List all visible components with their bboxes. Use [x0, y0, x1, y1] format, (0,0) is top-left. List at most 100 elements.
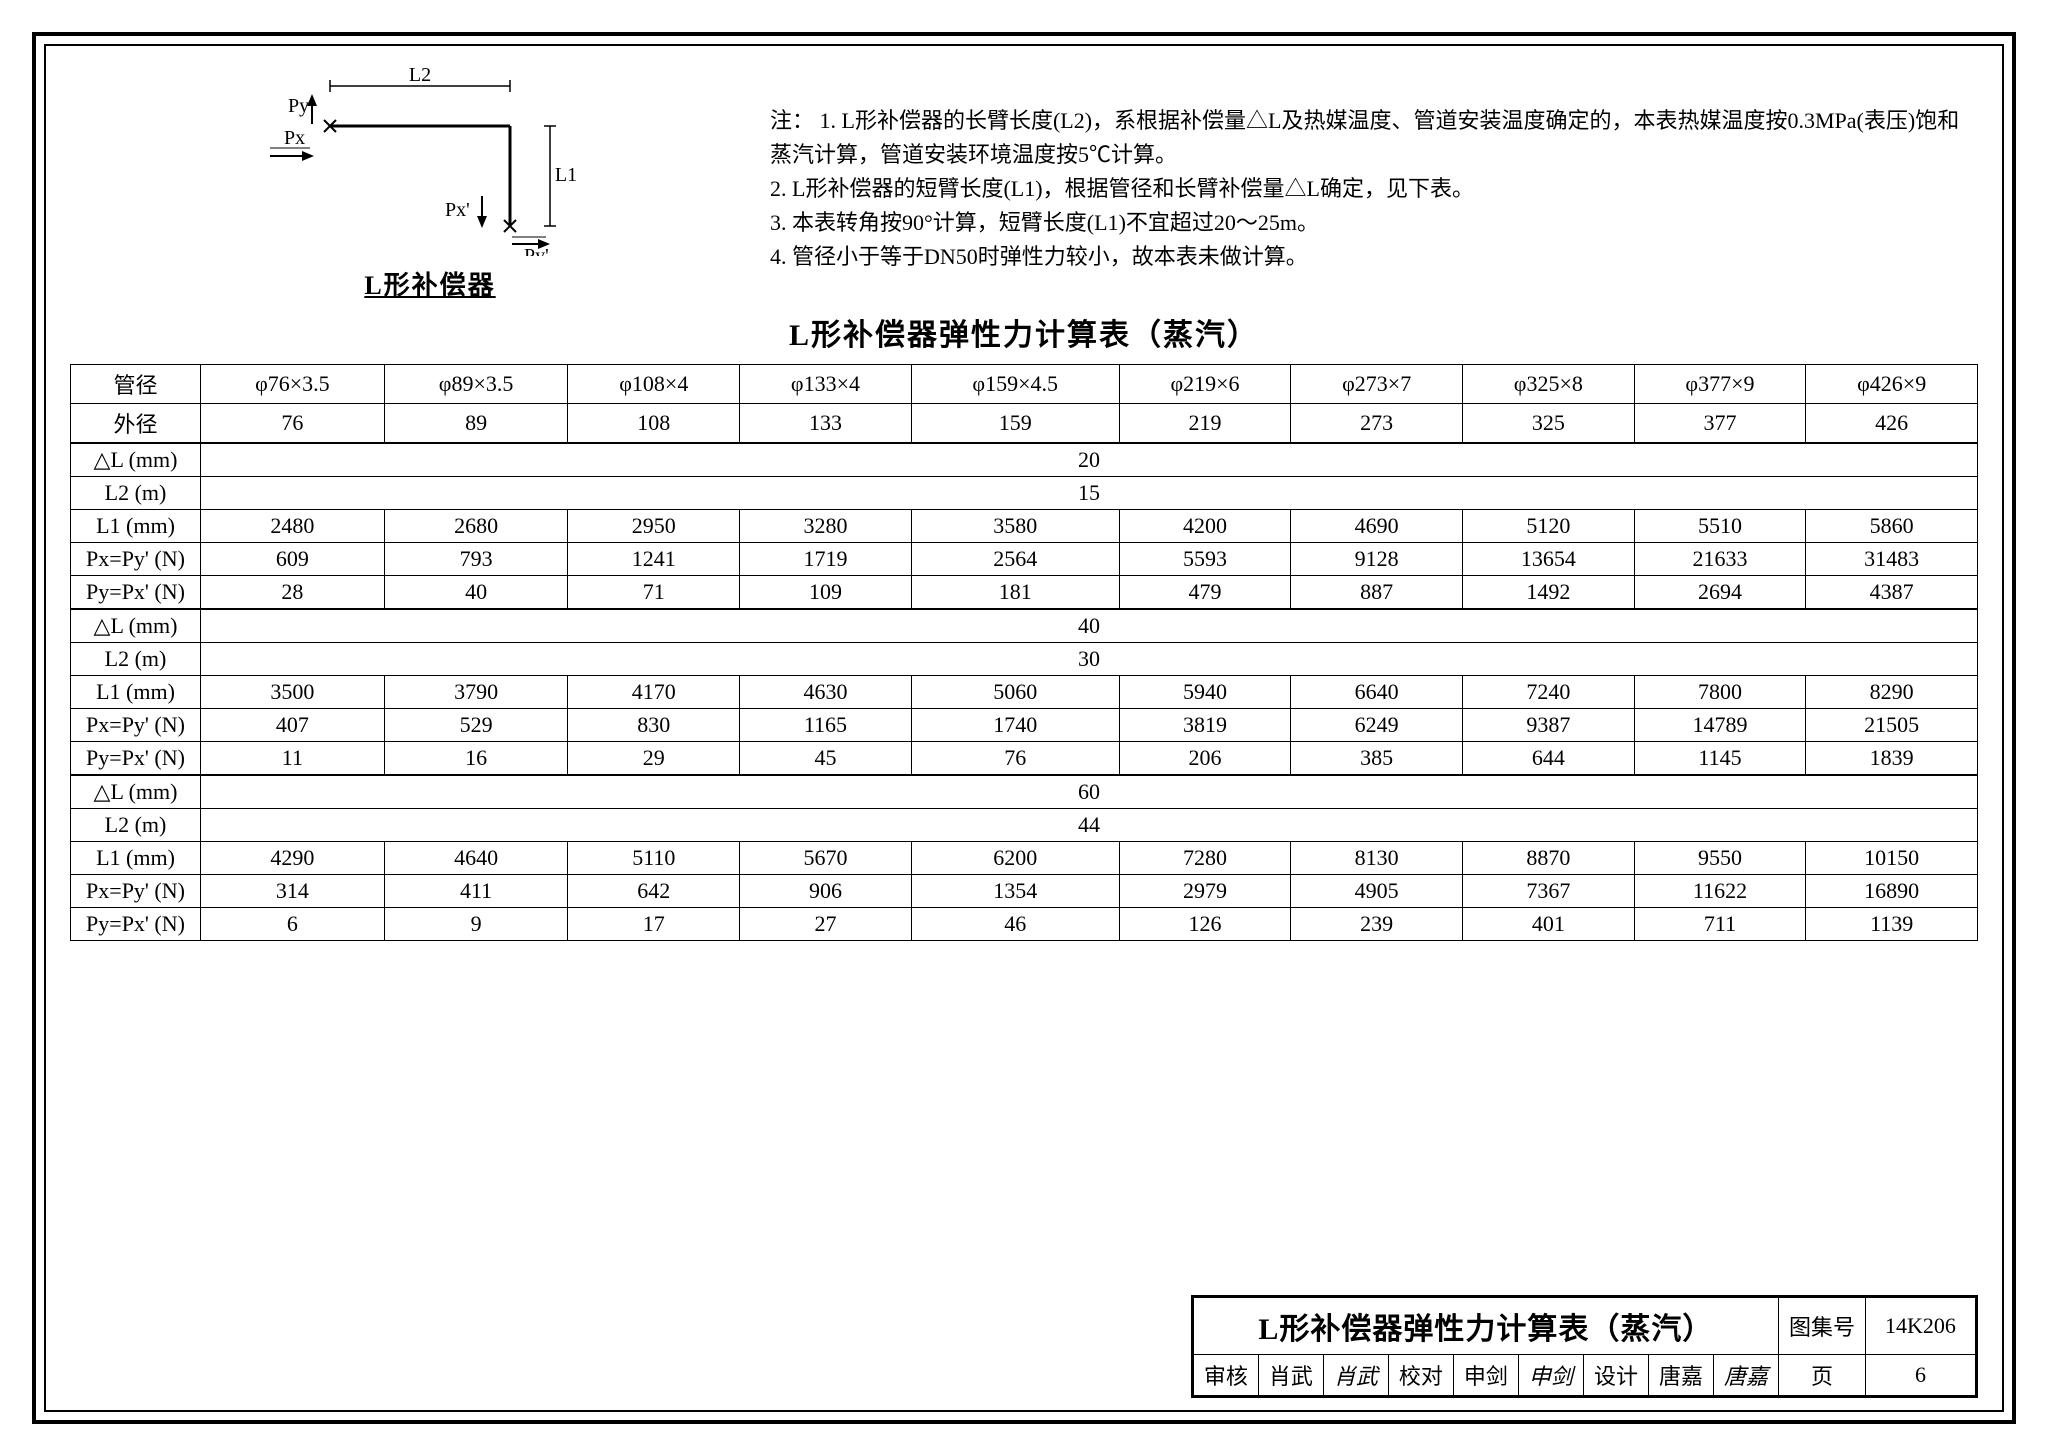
table-cell: 325: [1463, 404, 1635, 444]
table-cell: 21505: [1806, 709, 1978, 742]
row-label: Py=Px' (N): [71, 908, 201, 941]
calc-table: 管径φ76×3.5φ89×3.5φ108×4φ133×4φ159×4.5φ219…: [70, 364, 1978, 941]
table-cell: 4290: [201, 842, 385, 875]
table-cell: 40: [384, 576, 568, 610]
table-cell: 17: [568, 908, 740, 941]
table-cell: 6249: [1291, 709, 1463, 742]
label-page: 页: [1778, 1355, 1865, 1396]
label-Py: Py: [288, 95, 309, 117]
table-cell: 1719: [740, 543, 912, 576]
table-cell: 20: [201, 443, 1978, 477]
header-row: L2 L1 Py Px: [70, 66, 1978, 302]
table-cell: 27: [740, 908, 912, 941]
checker-signature: 申剑: [1518, 1355, 1583, 1396]
table-cell: 6640: [1291, 676, 1463, 709]
table-cell: φ159×4.5: [911, 365, 1119, 404]
table-cell: 1241: [568, 543, 740, 576]
table-cell: 7280: [1119, 842, 1291, 875]
table-cell: 711: [1634, 908, 1806, 941]
table-cell: 4200: [1119, 510, 1291, 543]
table-cell: 642: [568, 875, 740, 908]
value-drawing-set: 14K206: [1866, 1298, 1976, 1355]
label-check: 校对: [1388, 1355, 1453, 1396]
table-cell: 7800: [1634, 676, 1806, 709]
table-cell: 5120: [1463, 510, 1635, 543]
label-review: 审核: [1193, 1355, 1258, 1396]
table-cell: φ108×4: [568, 365, 740, 404]
table-cell: 6200: [911, 842, 1119, 875]
table-cell: 5670: [740, 842, 912, 875]
table-cell: 9: [384, 908, 568, 941]
table-cell: 159: [911, 404, 1119, 444]
table-cell: 5510: [1634, 510, 1806, 543]
table-cell: φ133×4: [740, 365, 912, 404]
table-cell: 4640: [384, 842, 568, 875]
table-cell: 4170: [568, 676, 740, 709]
table-cell: 60: [201, 775, 1978, 809]
table-cell: 7240: [1463, 676, 1635, 709]
inner-frame: L2 L1 Py Px: [44, 44, 2004, 1412]
row-label: L1 (mm): [71, 510, 201, 543]
table-cell: 2979: [1119, 875, 1291, 908]
table-cell: 181: [911, 576, 1119, 610]
row-label: Px=Py' (N): [71, 875, 201, 908]
table-cell: 6: [201, 908, 385, 941]
table-cell: 3790: [384, 676, 568, 709]
table-cell: φ89×3.5: [384, 365, 568, 404]
table-cell: 8290: [1806, 676, 1978, 709]
table-cell: 109: [740, 576, 912, 610]
label-L1: L1: [555, 164, 577, 186]
designer-name: 唐嘉: [1648, 1355, 1713, 1396]
table-cell: 11622: [1634, 875, 1806, 908]
table-cell: 16: [384, 742, 568, 776]
table-cell: 1839: [1806, 742, 1978, 776]
value-page: 6: [1866, 1355, 1976, 1396]
notes-block: 注： 1. L形补偿器的长臂长度(L2)，系根据补偿量△L及热媒温度、管道安装温…: [610, 66, 1978, 274]
l-compensator-diagram: L2 L1 Py Px: [250, 66, 590, 256]
table-cell: φ377×9: [1634, 365, 1806, 404]
table-cell: 609: [201, 543, 385, 576]
title-block: L形补偿器弹性力计算表（蒸汽） 图集号 14K206 审核 肖武 肖武 校对 申…: [1191, 1295, 1978, 1398]
label-Pxp: Px': [445, 199, 470, 221]
row-label: Py=Px' (N): [71, 742, 201, 776]
designer-signature: 唐嘉: [1713, 1355, 1778, 1396]
row-label: L2 (m): [71, 477, 201, 510]
table-cell: 3280: [740, 510, 912, 543]
table-cell: 45: [740, 742, 912, 776]
reviewer-name: 肖武: [1258, 1355, 1323, 1396]
table-cell: 133: [740, 404, 912, 444]
table-cell: 273: [1291, 404, 1463, 444]
table-cell: 8130: [1291, 842, 1463, 875]
row-label: L1 (mm): [71, 676, 201, 709]
table-cell: 13654: [1463, 543, 1635, 576]
table-cell: 40: [201, 609, 1978, 643]
reviewer-signature: 肖武: [1323, 1355, 1388, 1396]
table-cell: 1492: [1463, 576, 1635, 610]
notes-prefix: 注：: [770, 108, 814, 133]
table-cell: 9550: [1634, 842, 1806, 875]
table-cell: 1354: [911, 875, 1119, 908]
label-Px: Px: [284, 127, 305, 149]
table-cell: 479: [1119, 576, 1291, 610]
table-cell: 411: [384, 875, 568, 908]
row-label: Px=Py' (N): [71, 543, 201, 576]
table-cell: 9128: [1291, 543, 1463, 576]
table-cell: 1145: [1634, 742, 1806, 776]
label-L2: L2: [409, 66, 431, 86]
title-block-title: L形补偿器弹性力计算表（蒸汽）: [1193, 1298, 1778, 1355]
table-cell: 407: [201, 709, 385, 742]
table-cell: φ325×8: [1463, 365, 1635, 404]
table-cell: 89: [384, 404, 568, 444]
table-cell: 11: [201, 742, 385, 776]
table-cell: 426: [1806, 404, 1978, 444]
note-2: 2. L形补偿器的短臂长度(L1)，根据管径和长臂补偿量△L确定，见下表。: [770, 176, 1474, 201]
table-cell: 3500: [201, 676, 385, 709]
row-label: 外径: [71, 404, 201, 444]
table-cell: 44: [201, 809, 1978, 842]
table-cell: 126: [1119, 908, 1291, 941]
table-cell: 2680: [384, 510, 568, 543]
row-label: △L (mm): [71, 443, 201, 477]
table-cell: 28: [201, 576, 385, 610]
table-cell: 15: [201, 477, 1978, 510]
row-label: L1 (mm): [71, 842, 201, 875]
